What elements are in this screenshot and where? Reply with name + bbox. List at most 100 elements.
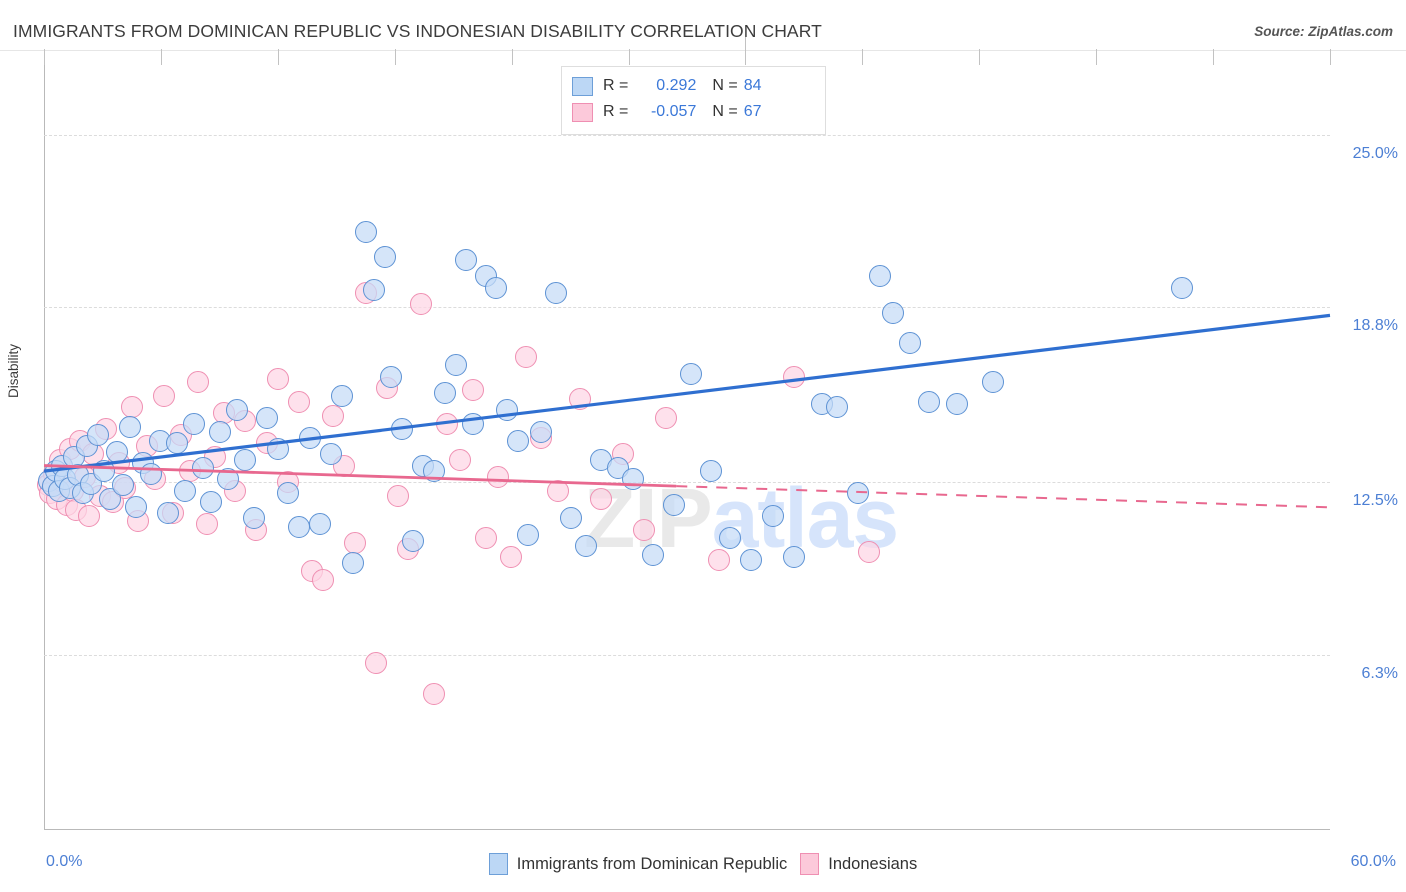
scatter-point	[847, 482, 870, 505]
legend-swatch-blue	[488, 853, 508, 875]
scatter-point	[277, 482, 300, 505]
scatter-point	[506, 429, 529, 452]
stats-r-value-pink: -0.057	[650, 103, 697, 120]
x-tick	[1213, 49, 1215, 65]
scatter-point	[663, 493, 686, 516]
scatter-point	[208, 421, 231, 444]
scatter-point	[423, 682, 446, 705]
scatter-point	[708, 549, 731, 572]
scatter-point	[363, 279, 386, 302]
x-tick	[511, 49, 513, 65]
x-tick	[1330, 49, 1331, 65]
scatter-point	[487, 465, 510, 488]
scatter-point	[125, 496, 148, 519]
scatter-point	[783, 546, 806, 569]
stats-n-label-blue: N =	[712, 77, 738, 94]
scatter-point	[401, 529, 424, 552]
stats-n-value-blue: 84	[743, 77, 762, 94]
scatter-point	[1171, 276, 1194, 299]
scatter-point	[545, 282, 568, 305]
scatter-point	[243, 507, 266, 530]
scatter-point	[918, 390, 941, 413]
scatter-point	[590, 487, 613, 510]
y-tick-label: 12.5%	[1352, 492, 1398, 510]
scatter-point	[78, 504, 100, 527]
x-tick	[160, 49, 162, 65]
gridline	[44, 134, 1330, 136]
scatter-point	[354, 220, 377, 243]
trendline-pink-solid	[43, 464, 677, 488]
scatter-point	[309, 513, 332, 535]
gridline	[44, 307, 1330, 309]
header-divider	[0, 50, 1406, 51]
legend-label-dominican: Immigrants from Dominican Republic	[516, 854, 788, 873]
scatter-point	[455, 248, 478, 271]
x-axis-max-label: 60.0%	[1350, 853, 1396, 870]
x-tick	[745, 37, 747, 65]
y-tick-label: 25.0%	[1352, 144, 1398, 162]
scatter-point	[174, 479, 197, 502]
correlation-stats-box: R = 0.292 N = 84 R = -0.057 N = 67	[561, 66, 826, 135]
scatter-point	[740, 549, 763, 572]
scatter-point	[118, 415, 141, 438]
scatter-point	[718, 526, 741, 549]
x-tick	[628, 49, 630, 65]
chart-legend: Immigrants from Dominican Republic Indon…	[0, 848, 1406, 880]
scatter-point	[575, 535, 598, 558]
scatter-point	[322, 404, 345, 427]
y-tick-label: 18.8%	[1352, 317, 1398, 335]
scatter-point	[982, 371, 1005, 394]
scatter-point	[474, 526, 497, 549]
scatter-point	[187, 371, 210, 394]
legend-item-indonesians[interactable]: Indonesians	[800, 853, 917, 875]
scatter-point	[761, 504, 784, 527]
page-title: IMMIGRANTS FROM DOMINICAN REPUBLIC VS IN…	[13, 21, 822, 41]
y-tick-label: 6.3%	[1361, 664, 1398, 682]
stats-n-label-pink: N =	[712, 103, 738, 120]
x-tick	[979, 49, 981, 65]
y-axis-label: Disability	[6, 343, 21, 398]
stats-row-blue: R = 0.292 N = 84	[572, 73, 815, 99]
scatter-point	[858, 540, 881, 563]
stats-r-label-blue: R =	[603, 77, 629, 94]
scatter-point	[410, 293, 433, 316]
scatter-point	[330, 385, 353, 408]
scatter-point	[255, 407, 278, 430]
scatter-point	[500, 546, 523, 569]
scatter-point	[112, 474, 135, 497]
scatter-point	[341, 551, 364, 574]
gridline	[44, 482, 1330, 484]
scatter-point	[380, 365, 403, 388]
scatter-point	[195, 513, 218, 535]
scatter-point	[444, 354, 467, 377]
scatter-point	[633, 518, 656, 541]
scatter-point	[868, 265, 891, 288]
trendline-pink-dashed	[676, 485, 1331, 509]
scatter-point	[448, 449, 471, 472]
gridline	[44, 654, 1330, 656]
scatter-point	[946, 393, 969, 416]
scatter-point	[530, 421, 553, 444]
scatter-point	[826, 396, 849, 419]
scatter-point	[680, 362, 703, 385]
scatter-point	[266, 368, 289, 391]
stats-r-value-blue: 0.292	[656, 77, 697, 94]
scatter-point	[547, 479, 570, 502]
scatter-point	[898, 332, 921, 355]
x-tick	[1096, 49, 1098, 65]
x-axis-line	[44, 829, 1330, 830]
scatter-point	[365, 652, 388, 675]
scatter-point	[654, 407, 677, 430]
x-tick	[862, 49, 864, 65]
scatter-point	[225, 398, 248, 421]
scatter-point	[217, 468, 240, 491]
legend-swatch-pink	[800, 853, 820, 875]
legend-item-dominican[interactable]: Immigrants from Dominican Republic	[488, 853, 788, 875]
x-tick	[44, 49, 45, 65]
scatter-point	[699, 460, 722, 483]
scatter-point	[433, 382, 456, 405]
scatter-point	[485, 276, 508, 299]
plot-area: ZIPatlas	[37, 37, 1331, 830]
y-axis-line	[44, 65, 45, 830]
